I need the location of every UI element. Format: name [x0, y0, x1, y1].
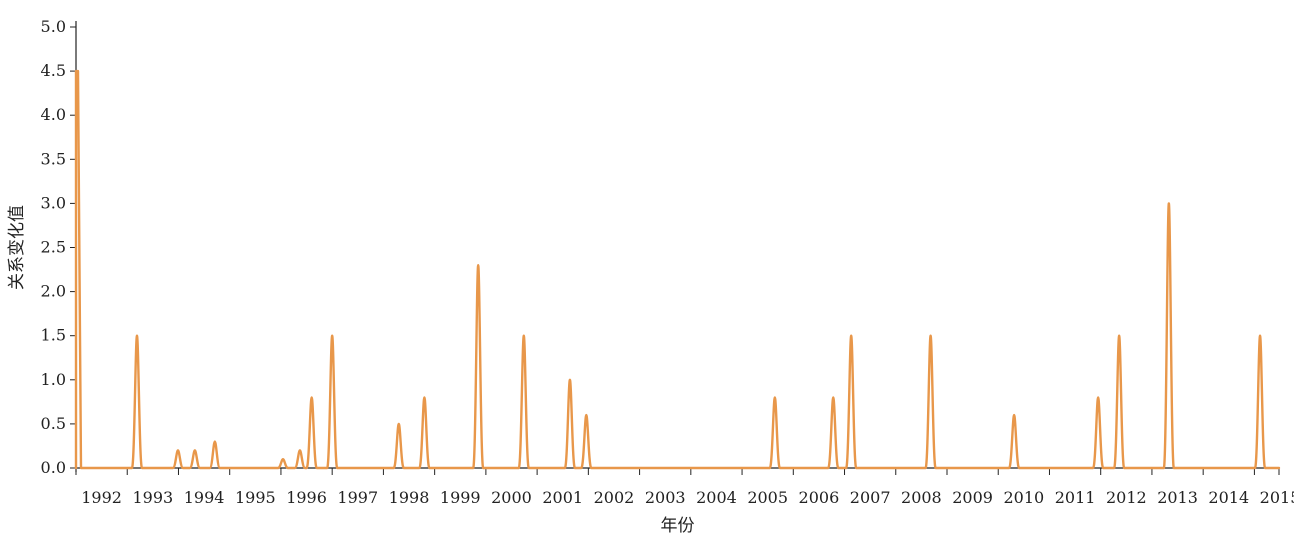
y-tick-label: 1.0 [41, 370, 66, 389]
x-tick-label: 2012 [1106, 488, 1147, 507]
x-tick-label: 2003 [645, 488, 686, 507]
y-tick-label: 3.5 [41, 149, 66, 168]
x-tick-label: 2000 [491, 488, 532, 507]
x-tick-label: 1999 [440, 488, 481, 507]
x-tick-label: 1993 [132, 488, 173, 507]
y-tick-label: 2.0 [41, 282, 66, 301]
x-tick-label: 1994 [184, 488, 225, 507]
y-tick-label: 3.0 [41, 193, 66, 212]
y-tick-label: 4.0 [41, 105, 66, 124]
series-line [74, 69, 1281, 470]
x-tick-label: 1996 [286, 488, 327, 507]
y-axis-title: 关系变化值 [7, 205, 27, 290]
x-tick-label: 2002 [594, 488, 635, 507]
x-tick-label: 2008 [901, 488, 942, 507]
plot-area [74, 69, 1281, 470]
x-tick-label: 1992 [81, 488, 122, 507]
x-axis: 1992 1993 1994 1995 1996 1997 1998 1999 2000 2001… [75, 467, 1294, 507]
y-tick-label: 5.0 [41, 17, 66, 36]
x-tick-label: 2007 [850, 488, 891, 507]
x-tick-label: 2013 [1157, 488, 1198, 507]
y-tick-label: 2.5 [41, 238, 66, 257]
y-axis: 0.0 0.5 1.0 1.5 2.0 2.5 3.0 3.5 4.0 4.5 5.0 [41, 17, 77, 477]
x-tick-label: 2001 [542, 488, 583, 507]
y-tick-label: 0.5 [41, 414, 66, 433]
y-tick-label: 0.0 [41, 458, 66, 477]
y-tick-label: 4.5 [41, 61, 66, 80]
x-tick-label: 1998 [389, 488, 430, 507]
x-tick-label: 1997 [337, 488, 378, 507]
x-tick-label: 2004 [696, 488, 737, 507]
x-tick-label: 2009 [952, 488, 993, 507]
x-tick-label: 2010 [1003, 488, 1044, 507]
x-tick-label: 2005 [747, 488, 788, 507]
x-tick-label: 2014 [1208, 488, 1249, 507]
y-tick-label: 1.5 [41, 326, 66, 345]
x-tick-label: 2015 [1260, 488, 1294, 507]
x-tick-label: 1995 [235, 488, 276, 507]
x-tick-label: 2006 [799, 488, 840, 507]
x-axis-title: 年份 [661, 516, 695, 536]
x-tick-label: 2011 [1055, 488, 1096, 507]
